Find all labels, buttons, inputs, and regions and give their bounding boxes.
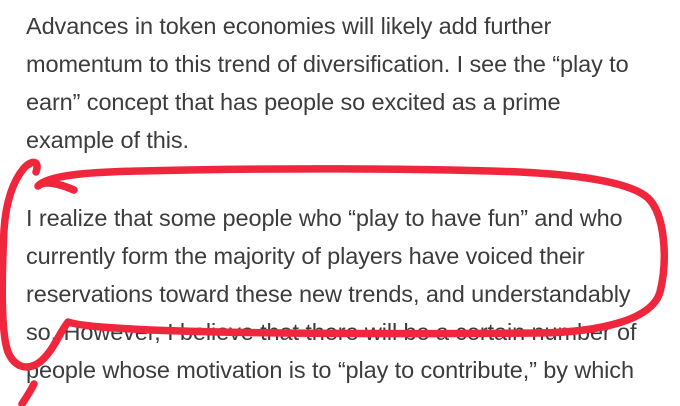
text-line: I realize that some people who “play to …: [26, 205, 623, 231]
text-line: reservations toward these new trends, an…: [26, 281, 631, 307]
text-line: currently form the majority of players h…: [26, 243, 585, 269]
text-line: people whose motivation is to “play to c…: [26, 357, 634, 383]
text-line: Advances in token economies will likely …: [26, 13, 552, 39]
text-line: example of this.: [26, 127, 189, 153]
text-line: so. However, I believe that there will b…: [26, 319, 637, 345]
text-line: momentum to this trend of diversificatio…: [26, 51, 629, 77]
text-line: earn” concept that has people so excited…: [26, 89, 561, 115]
